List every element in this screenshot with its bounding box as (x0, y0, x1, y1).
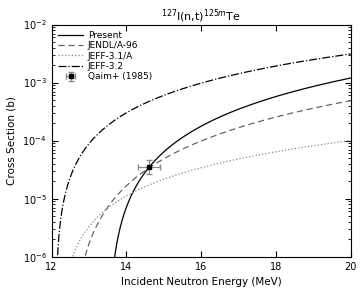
Present (181, 135, 186, 138)
JENDL/A-96 (181, 147, 186, 151)
JEFF-3.2 (288, 62, 293, 65)
Y-axis label: Cross Section (b): Cross Section (b) (7, 96, 17, 185)
JEFF-3.2 (283, 63, 287, 66)
JEFF-3.1/A (255, 153, 259, 157)
X-axis label: Incident Neutron Energy (MeV): Incident Neutron Energy (MeV) (121, 277, 282, 287)
JEFF-3.2 (255, 68, 259, 71)
JEFF-3.1/A (349, 139, 353, 142)
Title: $^{127}$I(n,t)$^{125m}$Te: $^{127}$I(n,t)$^{125m}$Te (161, 7, 241, 24)
JENDL/A-96 (170, 152, 175, 156)
Present (283, 92, 287, 96)
Present (288, 91, 293, 94)
JEFF-3.1/A (283, 148, 287, 152)
Present (255, 101, 259, 104)
JEFF-3.2 (80, 151, 84, 155)
JENDL/A-96 (288, 112, 293, 115)
JEFF-3.1/A (288, 148, 293, 151)
Line: JEFF-3.2: JEFF-3.2 (52, 54, 351, 294)
JENDL/A-96 (283, 113, 287, 116)
JEFF-3.2 (181, 87, 186, 90)
JEFF-3.1/A (181, 171, 186, 175)
Line: JEFF-3.1/A: JEFF-3.1/A (52, 141, 351, 294)
Present (170, 143, 175, 146)
JEFF-3.1/A (80, 235, 84, 238)
JENDL/A-96 (255, 120, 259, 124)
JEFF-3.2 (349, 52, 353, 56)
JENDL/A-96 (349, 99, 353, 102)
JEFF-3.1/A (170, 174, 175, 178)
JEFF-3.2 (170, 90, 175, 94)
Present (349, 76, 353, 80)
Line: Present: Present (52, 78, 351, 294)
Legend: Present, JENDL/A-96, JEFF-3.1/A, JEFF-3.2, Qaim+ (1985): Present, JENDL/A-96, JEFF-3.1/A, JEFF-3.… (54, 27, 155, 85)
Line: JENDL/A-96: JENDL/A-96 (52, 101, 351, 294)
JENDL/A-96 (80, 266, 84, 270)
